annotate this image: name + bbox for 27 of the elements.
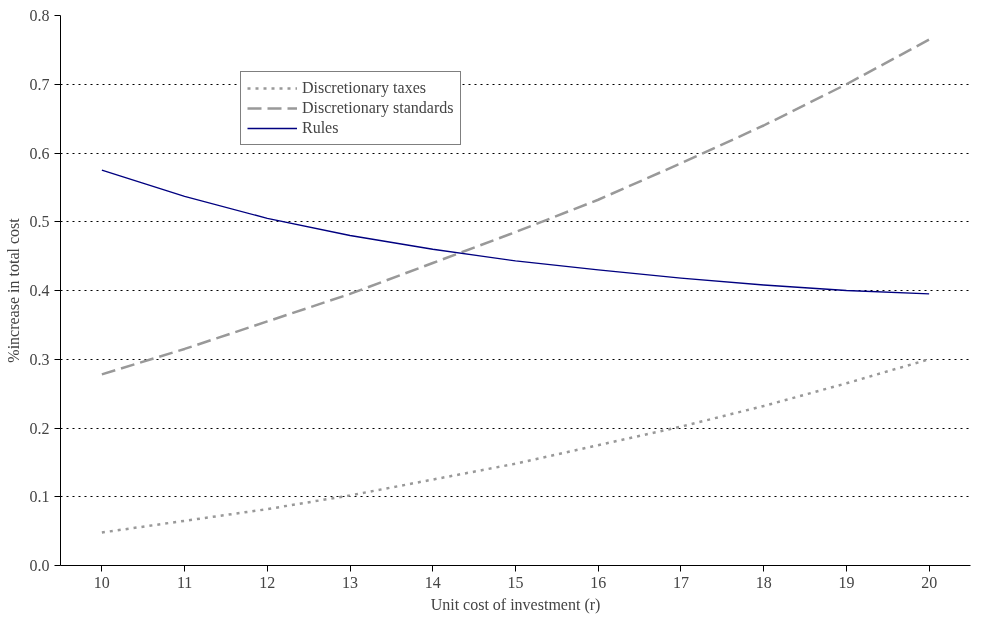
legend-label: Discretionary taxes bbox=[302, 79, 426, 97]
x-axis-title: Unit cost of investment (r) bbox=[430, 595, 601, 614]
y-tick-label: 0.5 bbox=[29, 213, 50, 231]
x-tick-label: 12 bbox=[259, 573, 276, 591]
line-series bbox=[101, 169, 930, 295]
x-tick-label: 13 bbox=[342, 573, 359, 591]
y-tick-label: 0.1 bbox=[29, 488, 50, 506]
x-tick-label: 20 bbox=[921, 573, 938, 591]
x-tick-label: 10 bbox=[93, 573, 110, 591]
y-tick-label: 0.7 bbox=[29, 75, 50, 93]
legend-label: Discretionary standards bbox=[302, 99, 454, 117]
x-tick-label: 17 bbox=[672, 573, 689, 591]
x-tick-label: 11 bbox=[176, 573, 193, 591]
x-tick-label: 16 bbox=[590, 573, 607, 591]
y-tick-label: 0.8 bbox=[29, 7, 50, 24]
y-tick-label: 0.3 bbox=[29, 350, 50, 368]
x-tick-label: 14 bbox=[424, 573, 441, 591]
x-tick-label: 19 bbox=[838, 573, 855, 591]
y-tick-label: 0.0 bbox=[29, 557, 50, 574]
y-tick-label: 0.2 bbox=[29, 419, 50, 437]
x-tick-label: 15 bbox=[507, 573, 524, 591]
y-tick-label: 0.6 bbox=[29, 144, 50, 162]
legend-label: Rules bbox=[302, 119, 339, 137]
line-series bbox=[100, 38, 931, 376]
y-axis-title: %increase in total cost bbox=[4, 217, 22, 363]
x-tick-label: 18 bbox=[755, 573, 772, 591]
y-tick-label: 0.4 bbox=[29, 282, 50, 299]
